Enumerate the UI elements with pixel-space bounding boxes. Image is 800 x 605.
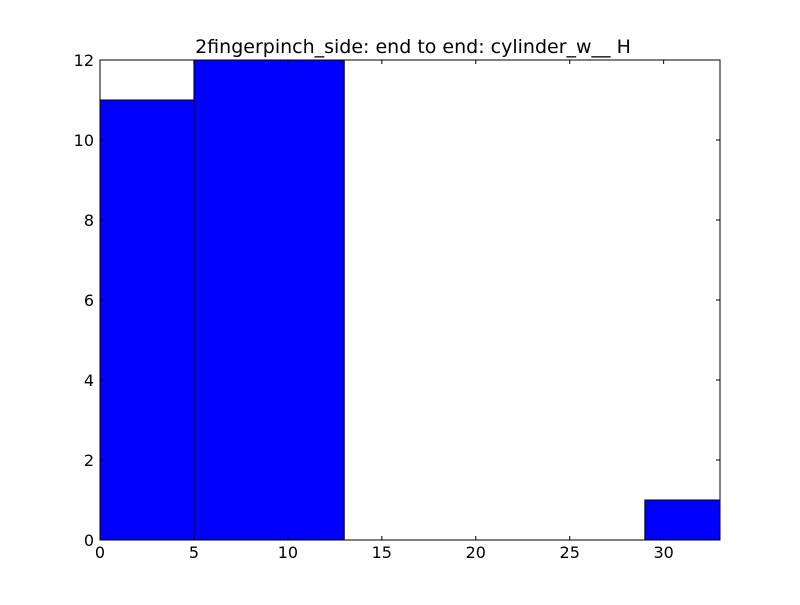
histogram-bar xyxy=(193,59,345,541)
x-tick-label: 30 xyxy=(653,543,673,562)
histogram-bar xyxy=(99,99,195,541)
histogram-bar xyxy=(644,499,721,541)
ticks-group: 0 5 10 15 20 25 30 0 2 4 6 8 10 12 xyxy=(74,51,720,562)
y-tick-label: 12 xyxy=(74,51,94,70)
x-tick-label: 10 xyxy=(278,543,298,562)
y-tick-label: 6 xyxy=(84,291,94,310)
y-tick-label: 10 xyxy=(74,131,94,150)
y-tick-label: 4 xyxy=(84,371,94,390)
x-tick-label: 15 xyxy=(372,543,392,562)
y-tick-label: 0 xyxy=(84,531,94,550)
x-tick-label: 5 xyxy=(189,543,199,562)
chart-title: 2fingerpinch_side: end to end: cylinder_… xyxy=(195,36,631,58)
x-tick-label: 20 xyxy=(466,543,486,562)
y-tick-label: 2 xyxy=(84,451,94,470)
y-tick-label: 8 xyxy=(84,211,94,230)
x-tick-label: 0 xyxy=(95,543,105,562)
x-tick-label: 25 xyxy=(560,543,580,562)
bars-group xyxy=(99,59,721,541)
